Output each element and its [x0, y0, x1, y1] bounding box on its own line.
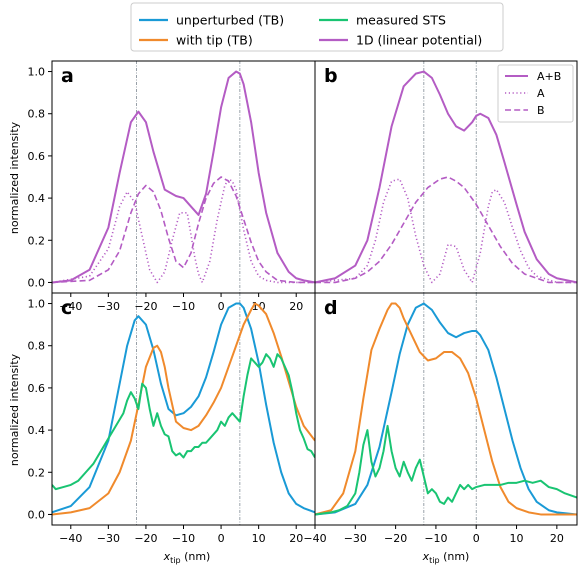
ylabel-top: normalized intensity	[8, 121, 21, 234]
xtick-label: −30	[97, 300, 120, 313]
xtick-label: 20	[289, 532, 303, 545]
legend-panel-b-label: A+B	[537, 70, 561, 83]
xtick-label: −40	[59, 300, 82, 313]
xtick-label: −30	[97, 532, 120, 545]
legend-panel-b: A+B AB	[497, 64, 574, 123]
xtick-label: 20	[550, 532, 564, 545]
legend-top-label: with tip (TB)	[176, 33, 253, 48]
xlabel-left-var: x	[163, 550, 171, 563]
xlabel-left: xtip (nm)	[163, 550, 211, 565]
legend-top-frame	[130, 2, 504, 52]
series-c-with-tip-tb-	[52, 302, 315, 516]
series-c-unperturbed-tb-	[52, 302, 315, 514]
legend-panel-b-label: B	[537, 104, 545, 117]
frame-a	[51, 60, 316, 294]
xlabel-right-sub: tip	[429, 556, 439, 565]
panel-a: 0.00.20.40.60.81.0−40 −30 −20 −10 0 10 20a	[28, 60, 316, 313]
series-a-a-b	[52, 70, 315, 284]
panel-letter-d: d	[324, 297, 338, 319]
xtick-label: 10	[510, 532, 524, 545]
legend-top-label: 1D (linear potential)	[356, 33, 482, 48]
xtick-label: 10	[252, 532, 266, 545]
ytick-label: 0.6	[28, 382, 46, 395]
ytick-label: 0.2	[28, 466, 46, 479]
xtick-label: 0	[218, 300, 225, 313]
xtick-label: −30	[344, 532, 367, 545]
ytick-label: 0.4	[28, 192, 46, 205]
ytick-label: 1.0	[28, 66, 46, 79]
legend-top: unperturbed (TB) with tip (TB) measured ST…	[130, 2, 504, 52]
xlabel-left-unit: (nm)	[181, 550, 211, 563]
xtick-label: 0	[473, 532, 480, 545]
xlabel-left-sub: tip	[170, 556, 180, 565]
legend-top-label: unperturbed (TB)	[176, 13, 284, 28]
xlabel-right-var: x	[422, 550, 430, 563]
series-d-measured-sts	[315, 424, 577, 516]
xtick-label: −20	[384, 532, 407, 545]
ytick-label: 0.8	[28, 340, 46, 353]
xtick-label: 20	[289, 300, 303, 313]
xtick-label: −40	[59, 532, 82, 545]
xtick-label: 0	[218, 532, 225, 545]
series-d-with-tip-tb-	[315, 302, 577, 516]
series-d-unperturbed-tb-	[315, 302, 577, 516]
xtick-label: −10	[172, 532, 195, 545]
panel-c: 0.0 0.2 0.4 0.6 0.8 1.0 −40 −30 −20 −10 0 10 20 c	[28, 292, 316, 545]
xtick-label: −10	[424, 532, 447, 545]
frame-c	[51, 292, 316, 526]
ytick-label: 0.2	[28, 234, 46, 247]
series-b-a-b	[315, 70, 577, 284]
panel-letter-a: a	[61, 65, 74, 87]
xtick-label: −20	[134, 300, 157, 313]
xtick-label: −10	[172, 300, 195, 313]
xtick-label: −40	[303, 532, 326, 545]
frame-d	[314, 292, 578, 526]
ytick-label: 1.0	[28, 298, 46, 311]
ytick-label: 0.0	[28, 276, 46, 289]
legend-top-label: measured STS	[356, 13, 446, 28]
xtick-label: −20	[134, 532, 157, 545]
panel-letter-b: b	[324, 65, 338, 87]
ytick-label: 0.4	[28, 424, 46, 437]
series-c-measured-sts	[52, 353, 315, 491]
xlabel-right: xtip (nm)	[422, 550, 470, 565]
series-b-b	[315, 176, 577, 284]
panel-d: −40 −30 −20 −10 0 10 20 d	[303, 292, 578, 545]
ytick-label: 0.8	[28, 108, 46, 121]
series-a-b	[52, 176, 315, 284]
legend-panel-b-frame	[497, 64, 574, 123]
ylabel-bottom: normalized intensity	[8, 353, 21, 466]
xlabel-right-unit: (nm)	[440, 550, 470, 563]
ytick-label: 0.0	[28, 508, 46, 521]
series-a-a	[52, 178, 315, 284]
legend-panel-b-label: A	[537, 87, 545, 100]
ytick-label: 0.6	[28, 150, 46, 163]
panel-letter-c: c	[61, 297, 72, 319]
